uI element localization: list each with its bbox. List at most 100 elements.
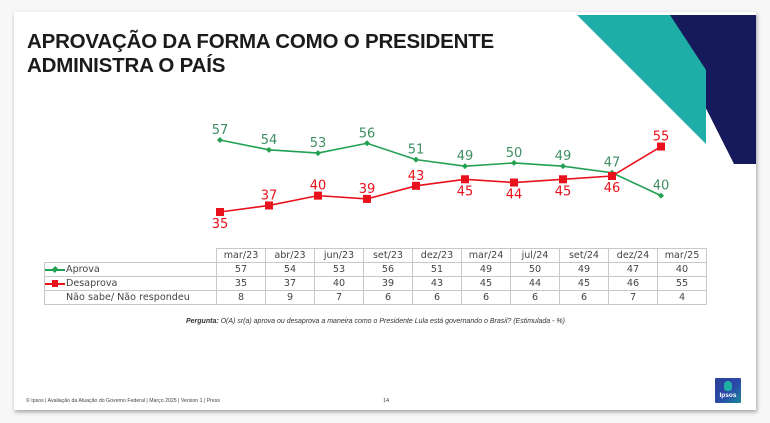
data-point-aprova <box>364 140 370 147</box>
table-cell: 49 <box>461 262 511 277</box>
question-text: O(A) sr(a) aprova ou desaprova a maneira… <box>218 318 565 325</box>
table-cell: 49 <box>559 262 609 277</box>
table-header-cell: dez/23 <box>412 248 462 263</box>
data-point-desaprova <box>657 142 665 151</box>
data-point-desaprova <box>510 178 518 187</box>
data-point-desaprova <box>412 181 420 190</box>
data-label-aprova: 50 <box>506 146 523 161</box>
data-label-desaprova: 37 <box>261 188 278 203</box>
table-header-cell: mar/24 <box>461 248 511 263</box>
table-cell: 46 <box>608 276 658 291</box>
corner-decoration <box>577 15 756 164</box>
data-point-aprova <box>511 159 517 166</box>
table-cell: 50 <box>510 262 560 277</box>
table-cell: 51 <box>412 262 462 277</box>
data-point-aprova <box>658 192 664 199</box>
series-line-aprova <box>219 139 662 197</box>
table-cell: 6 <box>461 290 511 305</box>
data-point-desaprova <box>216 208 224 216</box>
title-line-1: APROVAÇÃO DA FORMA COMO O PRESIDENTE <box>27 30 494 53</box>
table-cell: 4 <box>657 290 707 305</box>
table-cell: 45 <box>559 276 609 291</box>
table-cell: 8 <box>216 290 266 305</box>
table-cell: 53 <box>314 262 364 277</box>
table-row-nao-sabe: Não sabe/ Não respondeu 8 9 7 6 6 6 6 6 … <box>44 290 707 305</box>
table-cell: 7 <box>608 290 658 305</box>
data-label-desaprova: 45 <box>555 184 572 199</box>
data-label-aprova: 49 <box>457 149 474 164</box>
title-line-2: ADMINISTRA O PAÍS <box>27 54 226 77</box>
table-header-cell: set/24 <box>559 248 609 263</box>
table-cell: 6 <box>363 290 413 305</box>
table-cell: 37 <box>265 276 315 291</box>
table-cell: 47 <box>608 262 658 277</box>
logo-blob-icon <box>724 381 732 391</box>
table-cell: 56 <box>363 262 413 277</box>
data-label-desaprova: 35 <box>212 217 229 232</box>
data-label-aprova: 54 <box>261 133 278 148</box>
legend-aprova-label: Aprova <box>66 264 100 275</box>
table-cell: 9 <box>265 290 315 305</box>
slide: APROVAÇÃO DA FORMA COMO O PRESIDENTE ADM… <box>14 12 756 410</box>
table-row-desaprova: Desaprova 35 37 40 39 43 45 44 45 46 55 <box>44 276 707 291</box>
data-label-aprova: 49 <box>555 149 572 164</box>
table-cell: 35 <box>216 276 266 291</box>
data-point-desaprova <box>461 175 469 184</box>
data-point-aprova <box>462 163 468 170</box>
data-label-aprova: 57 <box>212 123 229 138</box>
data-point-aprova <box>217 137 223 143</box>
table-row-aprova: Aprova 57 54 53 56 51 49 50 49 47 40 <box>44 262 707 277</box>
data-label-desaprova: 44 <box>506 188 523 203</box>
table-cell: 6 <box>412 290 462 305</box>
table-header-cell: set/23 <box>363 248 413 263</box>
table-row-label: Não sabe/ Não respondeu <box>44 290 217 305</box>
teal-band <box>577 15 706 144</box>
page-number: 14 <box>383 398 390 404</box>
footer-text: © Ipsos | Avaliação da Atuação do Govern… <box>26 398 220 404</box>
legend-desaprova-label: Desaprova <box>66 278 118 289</box>
table-cell: 39 <box>363 276 413 291</box>
data-label-aprova: 53 <box>310 136 327 151</box>
table-cell: 7 <box>314 290 364 305</box>
data-table: mar/23 abr/23 jun/23 set/23 dez/23 mar/2… <box>44 248 707 305</box>
table-header-cell: abr/23 <box>265 248 315 263</box>
data-label-desaprova: 55 <box>653 130 670 145</box>
table-header-cell: dez/24 <box>608 248 658 263</box>
table-cell: 57 <box>216 262 266 277</box>
table-cell: 43 <box>412 276 462 291</box>
table-row-label: Aprova <box>44 262 217 277</box>
table-corner <box>45 249 217 263</box>
legend-aprova-icon <box>45 265 65 274</box>
data-point-aprova <box>413 156 419 163</box>
data-label-desaprova: 39 <box>359 182 376 197</box>
data-label-desaprova: 43 <box>408 169 425 184</box>
table-header-cell: mar/25 <box>657 248 707 263</box>
table-cell: 6 <box>559 290 609 305</box>
table-cell: 44 <box>510 276 560 291</box>
logo-text: Ipsos <box>719 392 737 399</box>
series-line-desaprova <box>219 145 662 213</box>
data-point-aprova <box>315 150 321 157</box>
table-row-label: Desaprova <box>44 276 217 291</box>
line-chart: 57 54 53 56 51 49 50 49 47 40 35 37 40 39 43 45 44 45 46 55 <box>212 123 670 232</box>
table-cell: 40 <box>657 262 707 277</box>
table-header-cell: mar/23 <box>216 248 266 263</box>
data-label-aprova: 40 <box>653 179 670 194</box>
data-point-aprova <box>560 163 566 170</box>
data-point-desaprova <box>559 175 567 184</box>
question-note: Pergunta: O(A) sr(a) aprova ou desaprova… <box>186 318 565 325</box>
table-header-cell: jun/23 <box>314 248 364 263</box>
data-label-desaprova: 40 <box>310 179 327 194</box>
page-title: APROVAÇÃO DA FORMA COMO O PRESIDENTE ADM… <box>27 30 494 78</box>
data-label-aprova: 51 <box>408 143 425 158</box>
table-cell: 45 <box>461 276 511 291</box>
data-label-desaprova: 45 <box>457 184 474 199</box>
data-point-desaprova <box>314 191 322 200</box>
data-label-aprova: 47 <box>604 156 621 171</box>
data-point-aprova <box>266 146 272 153</box>
data-point-desaprova <box>608 172 616 180</box>
table-cell: 54 <box>265 262 315 277</box>
data-label-aprova: 56 <box>359 126 376 141</box>
data-label-desaprova: 46 <box>604 181 621 196</box>
table-header-cell: jul/24 <box>510 248 560 263</box>
